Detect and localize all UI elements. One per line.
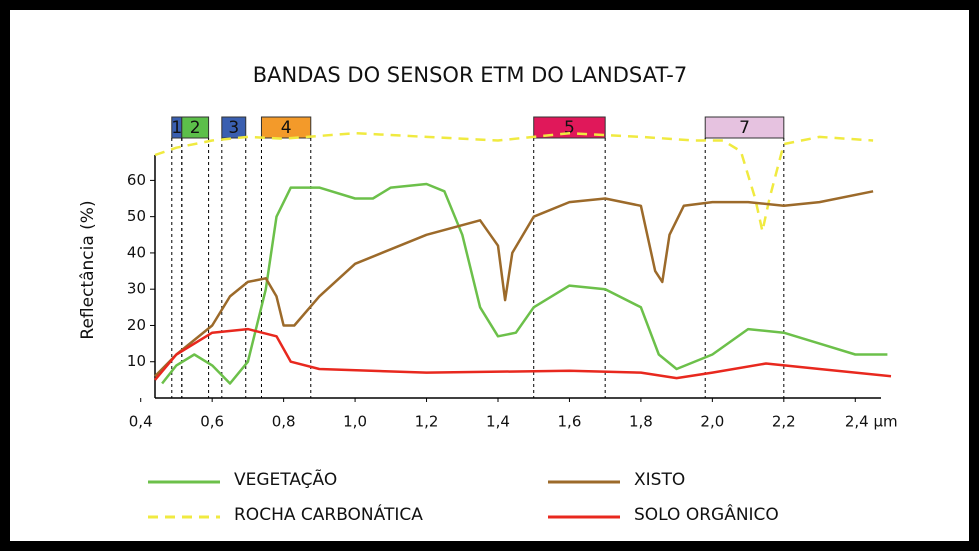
x-tick-label: 1,4 — [486, 413, 510, 431]
x-tick-label: 2,4 µm — [845, 413, 898, 431]
band-box — [704, 116, 785, 139]
band-box — [221, 116, 247, 139]
x-tick-label: 2,0 — [700, 413, 724, 431]
series-line — [161, 182, 888, 385]
y-axis-label: Reflectância (%) — [78, 200, 98, 339]
x-tick-label: 0,4 — [129, 413, 153, 431]
y-tick-label: 50 — [127, 207, 146, 225]
series-line — [154, 327, 892, 381]
band-box — [533, 116, 606, 139]
band-box — [181, 116, 210, 139]
x-tick-label: 1,6 — [558, 413, 582, 431]
x-tick-label: 1,8 — [629, 413, 653, 431]
y-tick-label: 10 — [127, 352, 146, 370]
legend-label: ROCHA CARBONÁTICA — [234, 503, 423, 525]
band-label: 2 — [190, 118, 201, 138]
legend-label: VEGETAÇÃO — [234, 468, 337, 490]
x-tick-label: 1,2 — [415, 413, 439, 431]
series-line — [154, 190, 874, 378]
y-tick-label: 20 — [127, 316, 146, 334]
x-tick-label: 2,2 — [772, 413, 796, 431]
x-tick-label: 0,8 — [272, 413, 296, 431]
legend-label: SOLO ORGÂNICO — [634, 503, 779, 525]
legend-label: XISTO — [634, 470, 685, 490]
chart-title: BANDAS DO SENSOR ETM DO LANDSAT-7 — [253, 63, 687, 87]
y-tick-label: 30 — [127, 280, 146, 298]
x-tick-label: 0,6 — [200, 413, 224, 431]
band-label: 4 — [281, 118, 292, 138]
band-label: 7 — [739, 118, 750, 138]
y-tick-label: 40 — [127, 243, 146, 261]
band-label: 1 — [171, 118, 182, 138]
y-tick-label: 60 — [127, 171, 146, 189]
band-label: 5 — [564, 118, 575, 138]
band-label: 3 — [228, 118, 239, 138]
band-box — [260, 116, 312, 139]
x-tick-label: 1,0 — [343, 413, 367, 431]
